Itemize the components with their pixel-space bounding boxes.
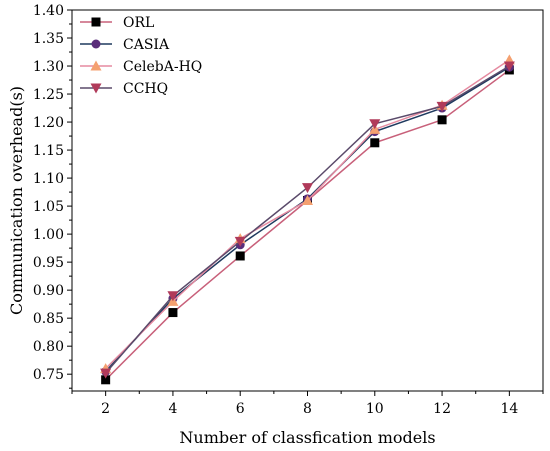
data-point-cchq bbox=[369, 119, 381, 130]
y-tick-label: 1.10 bbox=[33, 171, 64, 187]
series-line-celeba-hq bbox=[105, 59, 510, 370]
series-cchq bbox=[100, 61, 515, 379]
x-tick-label: 2 bbox=[101, 401, 110, 417]
x-axis-title: Number of classfication models bbox=[179, 428, 435, 447]
data-point-orl bbox=[235, 251, 245, 261]
legend-entry-orl: ORL bbox=[80, 15, 154, 31]
y-tick-label: 0.80 bbox=[33, 339, 64, 355]
legend-marker-orl bbox=[91, 17, 101, 27]
legend-label-orl: ORL bbox=[123, 15, 154, 31]
data-point-cchq bbox=[234, 236, 246, 247]
legend-marker-celeba-hq bbox=[90, 60, 102, 71]
x-tick-label: 6 bbox=[236, 401, 245, 417]
y-tick-label: 0.75 bbox=[33, 367, 64, 383]
y-tick-label: 0.95 bbox=[33, 255, 64, 271]
data-point-cchq bbox=[100, 368, 112, 379]
data-point-celeba-hq bbox=[302, 195, 313, 205]
data-point-cchq bbox=[503, 61, 515, 72]
legend-label-casia: CASIA bbox=[123, 37, 170, 53]
legend-label-cchq: CCHQ bbox=[123, 81, 168, 97]
y-tick-label: 1.15 bbox=[33, 143, 64, 159]
legend-label-celeba-hq: CelebA-HQ bbox=[123, 59, 202, 75]
series-orl bbox=[101, 65, 514, 385]
series-line-cchq bbox=[105, 65, 510, 374]
y-tick-label: 1.00 bbox=[33, 227, 64, 243]
data-point-cchq bbox=[302, 183, 313, 194]
y-tick-label: 1.25 bbox=[33, 87, 64, 103]
legend-marker-cchq bbox=[90, 83, 102, 94]
series-line-casia bbox=[105, 66, 510, 372]
y-tick-label: 0.85 bbox=[33, 311, 64, 327]
x-tick-label: 12 bbox=[433, 401, 451, 417]
y-tick-label: 1.20 bbox=[33, 115, 64, 131]
x-tick-label: 14 bbox=[500, 401, 518, 417]
legend-entry-celeba-hq: CelebA-HQ bbox=[80, 59, 202, 75]
y-tick-label: 1.30 bbox=[33, 59, 64, 75]
y-axis-title: Communication overhead(s) bbox=[7, 86, 26, 315]
y-tick-label: 1.35 bbox=[33, 31, 64, 47]
y-tick-label: 0.90 bbox=[33, 283, 64, 299]
series-line-orl bbox=[105, 69, 510, 381]
x-tick-label: 8 bbox=[303, 401, 312, 417]
data-point-cchq bbox=[167, 291, 179, 302]
data-point-cchq bbox=[436, 101, 448, 112]
legend: ORL CASIA CelebA-HQ CCHQ bbox=[80, 15, 202, 97]
y-tick-label: 1.40 bbox=[33, 3, 64, 19]
series-layer bbox=[100, 54, 515, 385]
data-point-orl bbox=[437, 115, 447, 125]
legend-entry-casia: CASIA bbox=[80, 37, 170, 53]
x-tick-label: 4 bbox=[168, 401, 177, 417]
data-point-orl bbox=[101, 375, 111, 385]
axes: 2 4 6 8 10 12 14 0.75 0.80 0.85 0.90 0.95 1.00 1.05 1.… bbox=[33, 3, 544, 417]
legend-marker-casia bbox=[91, 39, 101, 49]
data-point-orl bbox=[168, 308, 178, 318]
y-tick-label: 1.05 bbox=[33, 199, 64, 215]
series-casia bbox=[101, 62, 514, 376]
legend-entry-cchq: CCHQ bbox=[80, 81, 168, 97]
x-tick-label: 10 bbox=[366, 401, 384, 417]
data-point-orl bbox=[370, 138, 380, 148]
